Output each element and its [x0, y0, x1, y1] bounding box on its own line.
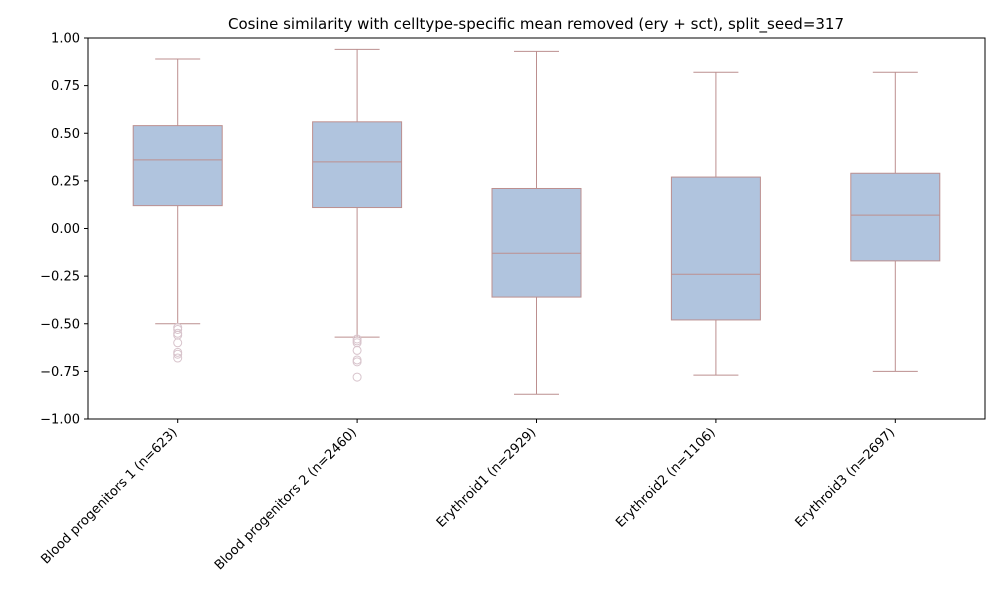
- box-iqr: [491, 187, 582, 298]
- y-tick-label: −0.50: [40, 317, 80, 332]
- outlier-point: [173, 330, 183, 340]
- y-tick-label: 0.50: [51, 127, 80, 142]
- outlier-point: [173, 349, 183, 359]
- plot-frame: [87, 37, 986, 420]
- box-iqr: [850, 172, 941, 262]
- outlier-point: [352, 372, 362, 382]
- box-iqr: [670, 176, 761, 321]
- y-tick-label: 0.00: [51, 222, 80, 237]
- x-tick-label: Blood progenitors 2 (n=2460): [212, 425, 360, 573]
- box-iqr: [312, 121, 403, 209]
- box-group: [312, 48, 403, 382]
- outlier-point: [352, 345, 362, 355]
- y-tick-label: −0.25: [40, 270, 80, 285]
- box-group: [850, 71, 941, 372]
- chart-title: Cosine similarity with celltype-specific…: [228, 15, 844, 34]
- box-group: [670, 71, 761, 376]
- outlier-point: [173, 338, 183, 348]
- y-tick-label: −0.75: [40, 365, 80, 380]
- box-group: [132, 58, 223, 363]
- outlier-point: [352, 355, 362, 365]
- y-tick-label: 0.75: [51, 79, 80, 94]
- x-tick-label: Erythroid2 (n=1106): [613, 425, 719, 531]
- box-group: [491, 50, 582, 395]
- y-axis: 1.00 0.75 0.50 0.25 0.00 −0.25 −0.50 −0.75 −1.00: [40, 32, 88, 428]
- y-tick-label: 1.00: [51, 32, 80, 47]
- y-tick-label: −1.00: [40, 413, 80, 428]
- x-tick-label: Blood progenitors 1 (n=623): [38, 425, 180, 567]
- x-axis: Blood progenitors 1 (n=623) Blood progeni…: [38, 419, 898, 573]
- box-iqr: [132, 125, 223, 207]
- outlier-point: [352, 357, 362, 367]
- x-tick-label: Erythroid1 (n=2929): [434, 425, 540, 531]
- outlier-point: [352, 336, 362, 346]
- boxes-layer: [132, 48, 941, 395]
- x-tick-label: Erythroid3 (n=2697): [793, 425, 899, 531]
- y-tick-label: 0.25: [51, 174, 80, 189]
- outlier-point: [173, 353, 183, 363]
- outlier-point: [173, 324, 183, 334]
